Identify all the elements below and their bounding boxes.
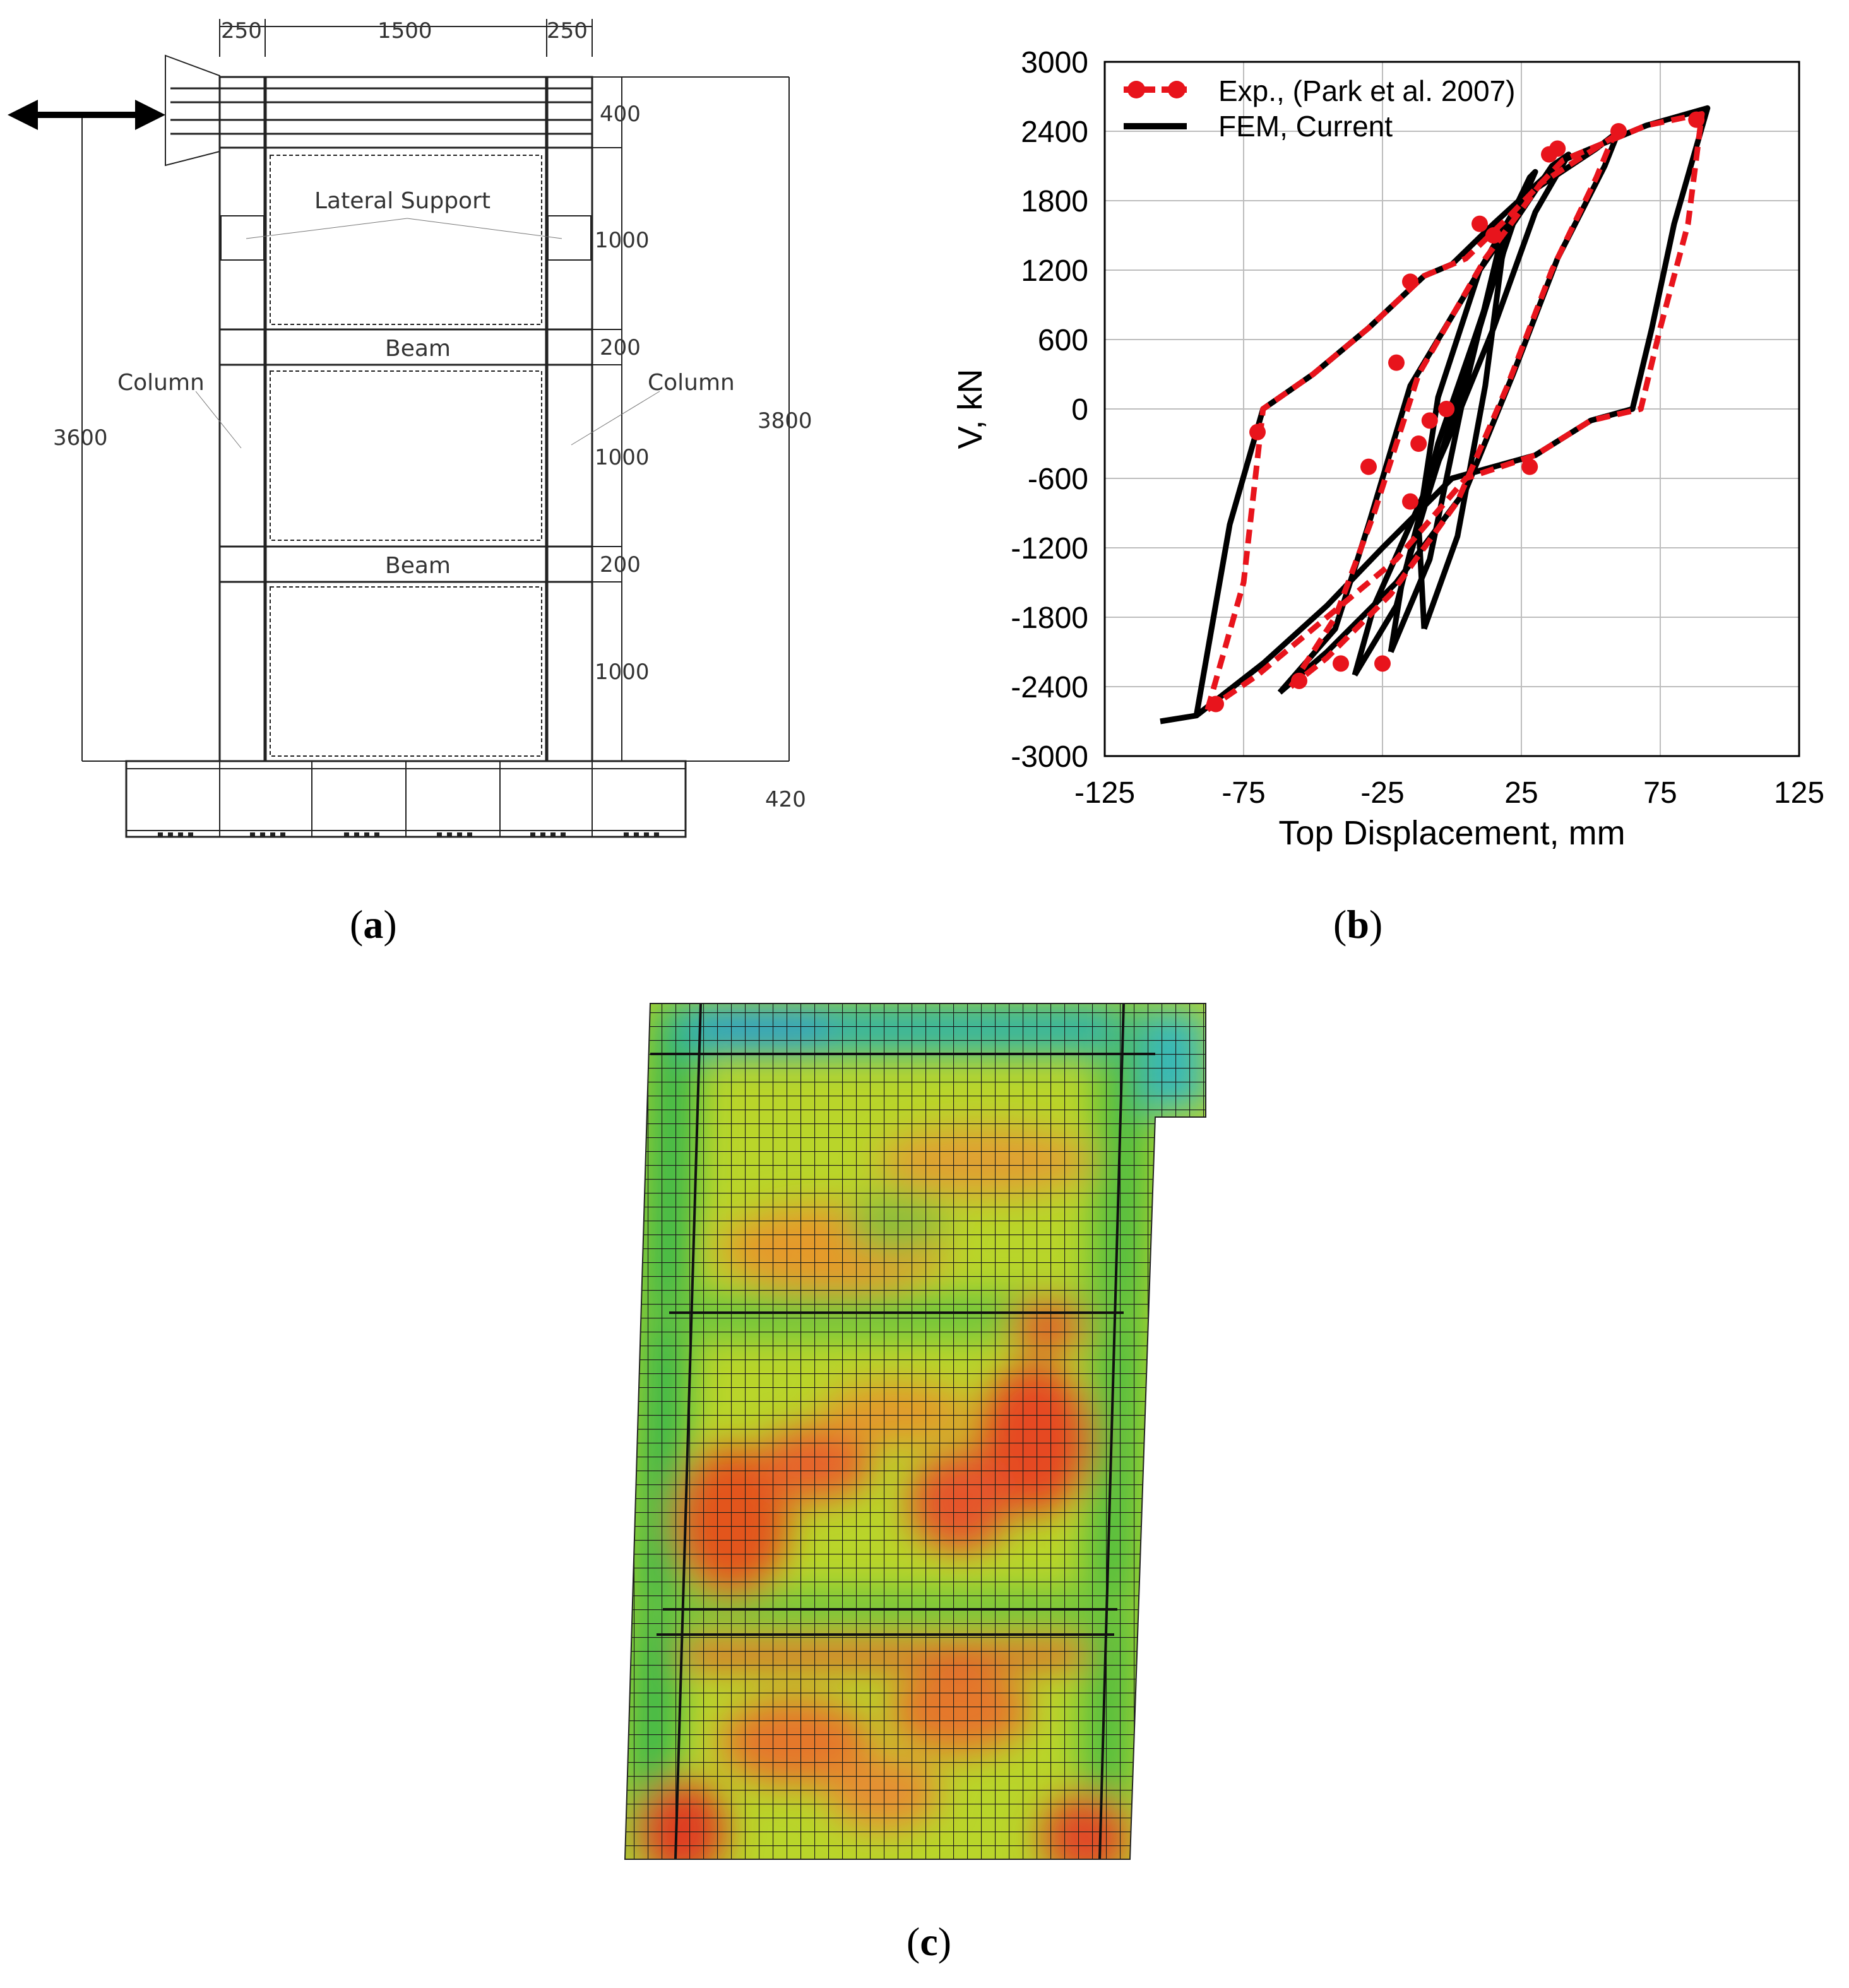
- y-tick-label: -1200: [1011, 532, 1088, 565]
- beam-upper-label: Beam: [385, 336, 451, 362]
- exp-marker: [1249, 423, 1266, 441]
- exp-marker: [1521, 458, 1538, 475]
- fem-tail: [1160, 661, 1265, 725]
- beam-lower-shape: [218, 545, 593, 583]
- y-tick-labels: 3000 2400 1800 1200 600 0 -600 -1200 -1800 -2400 -…: [1011, 46, 1088, 774]
- actuator-plate: [165, 54, 220, 167]
- y-tick-label: -3000: [1011, 740, 1088, 774]
- exp-marker: [1333, 655, 1349, 672]
- x-tick-label: -25: [1360, 776, 1404, 810]
- wall-outline: [624, 1003, 1206, 1860]
- panel-c-fem-contour: [606, 985, 1225, 1893]
- base-height: 420: [765, 787, 806, 812]
- dim-right-400: 400: [600, 102, 641, 127]
- y-tick-label: 1800: [1021, 185, 1088, 218]
- y-tick-label: 2400: [1021, 115, 1088, 149]
- exp-marker: [1374, 655, 1391, 672]
- x-tick-labels: -125 -75 -25 25 75 125: [1074, 776, 1824, 810]
- fem-loop: [1388, 169, 1538, 653]
- x-tick-label: 25: [1504, 776, 1538, 810]
- caption-b: (b): [1333, 902, 1383, 947]
- exp-marker: [1360, 458, 1377, 475]
- exp-marker: [1208, 695, 1224, 713]
- exp-marker: [1549, 140, 1566, 157]
- legend-exp-swatch: [1124, 81, 1187, 98]
- height-left: 3600: [53, 425, 108, 451]
- infill-panel-top: [270, 155, 542, 325]
- specimen-elevation-drawing: 250 1500 250 400 1000 200 1000 200 1000 …: [8, 18, 812, 838]
- dim-right-1000-top: 1000: [595, 228, 650, 253]
- panel-a-drawing: 250 1500 250 400 1000 200 1000 200 1000 …: [0, 0, 846, 858]
- x-tick-label: -75: [1222, 776, 1265, 810]
- lateral-support-label: Lateral Support: [314, 188, 490, 214]
- dim-right-1000-bottom: 1000: [595, 660, 650, 685]
- x-tick-label: 125: [1774, 776, 1824, 810]
- exp-marker: [1438, 401, 1455, 417]
- exp-loop: [1288, 134, 1616, 689]
- dim-right-200-upper: 200: [600, 335, 641, 360]
- y-tick-label: 1200: [1021, 254, 1088, 288]
- exp-marker: [1402, 493, 1418, 510]
- hysteresis-chart: 3000 2400 1800 1200 600 0 -600 -1200 -1800 -2400 -…: [951, 46, 1824, 852]
- plot-frame: [1103, 61, 1800, 757]
- exp-marker: [1485, 227, 1502, 244]
- y-tick-label: -2400: [1011, 671, 1088, 704]
- exp-marker: [1291, 672, 1307, 689]
- x-axis-label: Top Displacement, mm: [1278, 814, 1625, 852]
- dim-right-200-lower: 200: [600, 552, 641, 577]
- legend-fem-label: FEM, Current: [1218, 110, 1393, 143]
- fem-loop: [1352, 151, 1572, 677]
- column-right-label: Column: [648, 370, 735, 396]
- caption-a: (a): [350, 902, 397, 947]
- x-tick-label: 75: [1643, 776, 1677, 810]
- infill-panel-bottom: [270, 586, 542, 757]
- exp-marker: [1688, 111, 1705, 128]
- beam-upper-shape: [218, 328, 593, 366]
- cyclic-load-arrow-icon: [8, 100, 165, 130]
- legend: Exp., (Park et al. 2007) FEM, Current: [1124, 74, 1515, 143]
- series-exp: [1204, 111, 1705, 713]
- lateral-support-left: [220, 215, 265, 261]
- lateral-support-right: [547, 215, 592, 261]
- exp-marker: [1610, 123, 1627, 139]
- beam-lower-label: Beam: [385, 553, 451, 579]
- legend-exp-label: Exp., (Park et al. 2007): [1218, 74, 1515, 107]
- y-tick-label: -1800: [1011, 601, 1088, 635]
- x-tick-label: -125: [1074, 776, 1135, 810]
- panel-b-chart: 3000 2400 1800 1200 600 0 -600 -1200 -1800 -2400 -…: [922, 38, 1843, 871]
- exp-marker: [1402, 273, 1418, 290]
- dim-top-middle: 1500: [378, 18, 432, 44]
- dim-top-right: 250: [547, 18, 588, 44]
- caption-c: (c): [907, 1919, 952, 1964]
- exp-marker: [1421, 412, 1438, 429]
- y-axis-label: V, kN: [951, 369, 989, 449]
- dim-top-left: 250: [221, 18, 262, 44]
- wall-contour-body: [625, 1003, 1206, 1859]
- infill-panel-middle: [270, 370, 542, 541]
- y-tick-label: 0: [1071, 393, 1088, 427]
- top-loading-beam: [218, 76, 593, 149]
- y-tick-label: -600: [1028, 463, 1088, 496]
- exp-marker: [1471, 215, 1488, 232]
- exp-marker: [1388, 354, 1405, 371]
- column-left-label: Column: [117, 370, 205, 396]
- dim-right-1000-middle: 1000: [595, 445, 650, 470]
- y-tick-label: 3000: [1021, 46, 1088, 80]
- exp-marker: [1410, 435, 1427, 452]
- fem-stress-contour: [624, 1003, 1206, 1860]
- y-tick-label: 600: [1038, 324, 1088, 357]
- height-right: 3800: [758, 408, 812, 434]
